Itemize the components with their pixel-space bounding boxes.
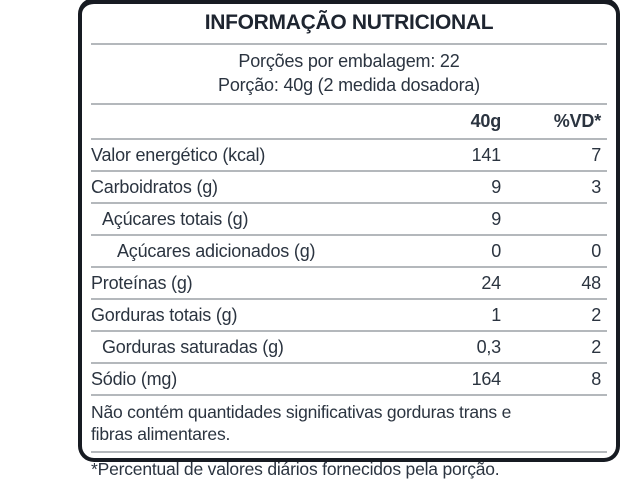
dv-value: 2 <box>591 336 601 357</box>
dv-value: 48 <box>581 272 601 293</box>
amount-value: 9 <box>491 208 501 229</box>
nutrition-facts-label: INFORMAÇÃO NUTRICIONAL Porções por embal… <box>78 0 620 479</box>
amount-value: 164 <box>471 368 502 389</box>
amount-value: 9 <box>491 176 501 197</box>
amount-value: 0 <box>491 240 501 261</box>
dv-value: 3 <box>591 176 601 197</box>
column-header-dv: %VD* <box>553 111 601 131</box>
serving-size: Porção: 40g (2 medida dosadora) <box>218 75 480 95</box>
daily-values-footnote: *Percentual de valores diários fornecido… <box>91 459 500 479</box>
label-title: INFORMAÇÃO NUTRICIONAL <box>204 11 494 34</box>
dv-value: 7 <box>591 144 601 165</box>
nutrient-name: Carboidratos (g) <box>91 176 218 197</box>
table-column-headers: 40g %VD* <box>91 105 607 140</box>
servings-per-package: Porções por embalagem: 22 <box>238 51 460 71</box>
table-row: Carboidratos (g) 9 3 <box>91 172 607 204</box>
table-row: Valor energético (kcal) 141 7 <box>91 140 607 172</box>
label-header: INFORMAÇÃO NUTRICIONAL <box>91 4 607 45</box>
table-row: Açúcares adicionados (g) 0 0 <box>91 236 607 268</box>
table-row: Gorduras totais (g) 1 2 <box>91 300 607 332</box>
nutrient-name: Sódio (mg) <box>91 368 178 389</box>
dv-value: 2 <box>591 304 601 325</box>
nutrient-name: Gorduras totais (g) <box>91 304 238 325</box>
nutrient-name: Açúcares adicionados (g) <box>117 240 316 261</box>
dv-value: 8 <box>591 368 601 389</box>
amount-value: 0,3 <box>476 336 502 357</box>
nutrient-name: Açúcares totais (g) <box>102 208 249 229</box>
amount-value: 141 <box>471 144 502 165</box>
amount-value: 1 <box>491 304 501 325</box>
label-inner: INFORMAÇÃO NUTRICIONAL Porções por embal… <box>82 4 616 479</box>
nutrient-name: Gorduras saturadas (g) <box>102 336 284 357</box>
nutrient-name: Valor energético (kcal) <box>91 144 266 165</box>
amount-value: 24 <box>481 272 501 293</box>
table-row: Sódio (mg) 164 8 <box>91 364 607 396</box>
insignificant-amounts-note: Não contém quantidades significativas go… <box>91 402 512 444</box>
table-row: Açúcares totais (g) 9 <box>91 204 607 236</box>
table-row: Proteínas (g) 24 48 <box>91 268 607 300</box>
note-divider <box>91 451 607 453</box>
nutrient-name: Proteínas (g) <box>91 272 193 293</box>
column-header-amount: 40g <box>470 111 502 131</box>
nutrient-table: Valor energético (kcal) 141 7 Carboidrat… <box>91 140 607 396</box>
serving-info: Porções por embalagem: 22 Porção: 40g (2… <box>91 45 607 105</box>
table-row: Gorduras saturadas (g) 0,3 2 <box>91 332 607 364</box>
dv-value: 0 <box>591 240 601 261</box>
